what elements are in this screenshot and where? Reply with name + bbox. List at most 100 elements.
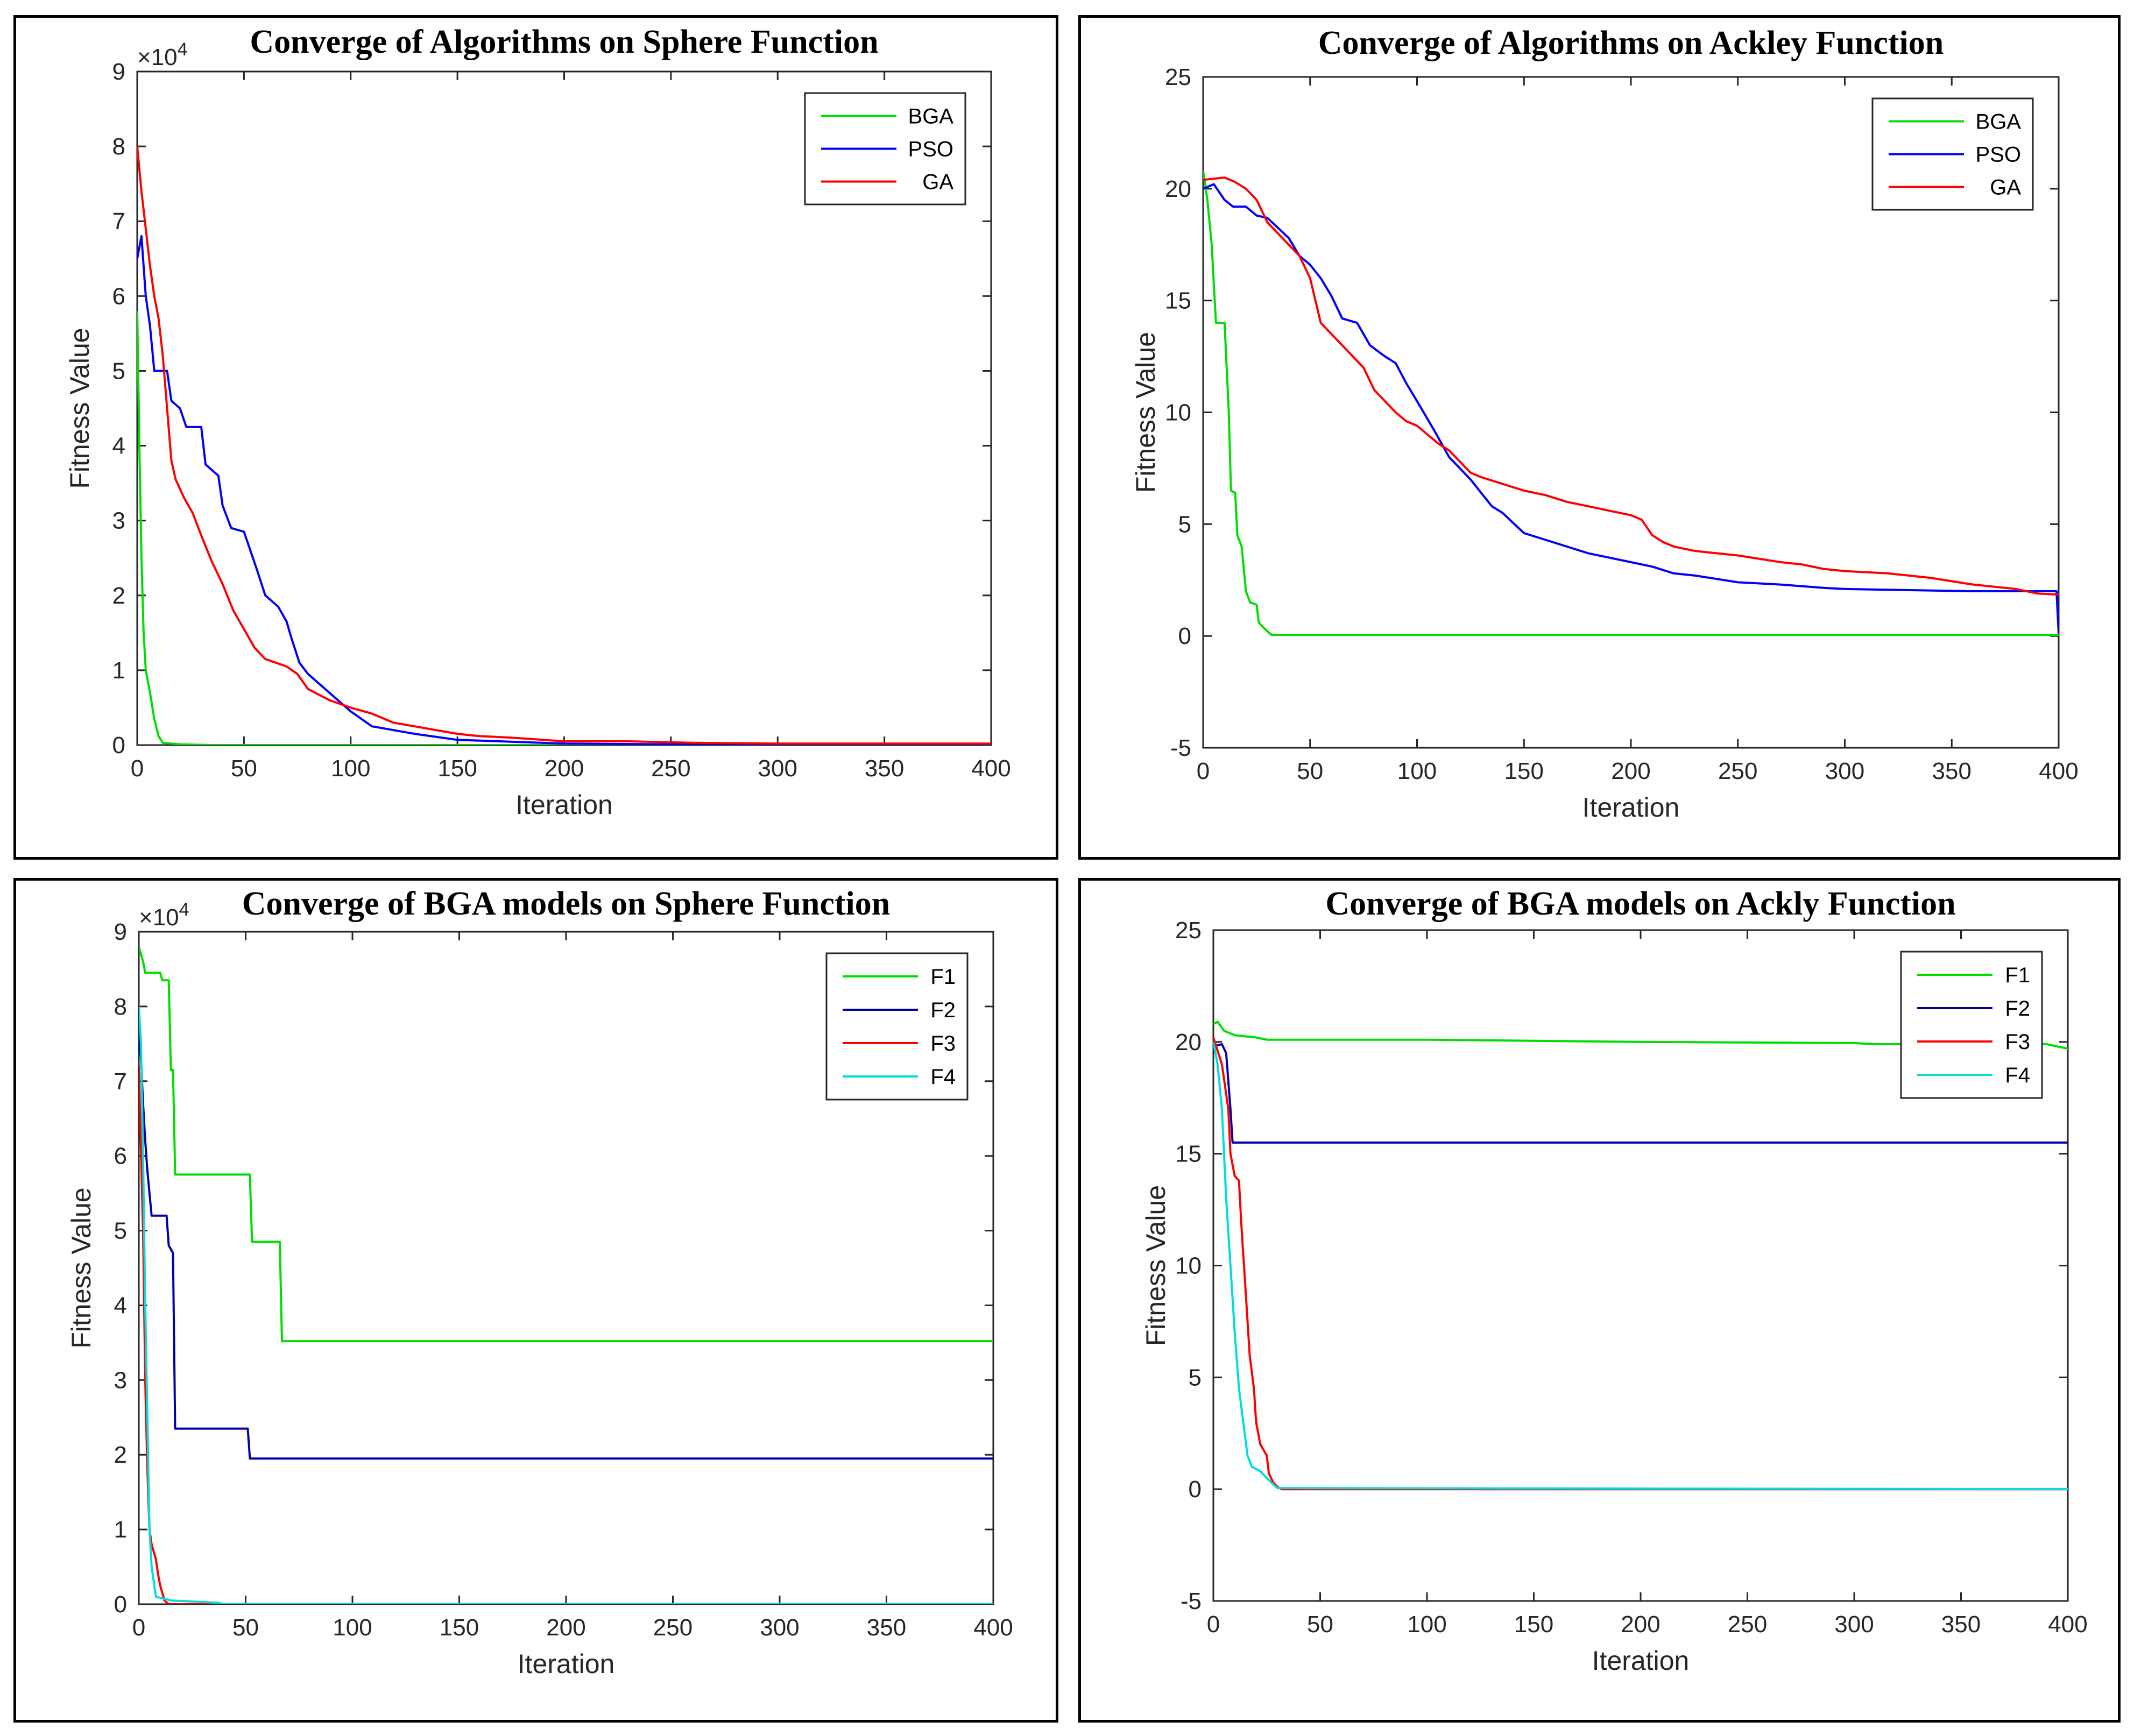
y-tick-label: 7: [112, 208, 125, 235]
chart-svg-0: Converge of Algorithms on Sphere Functio…: [65, 24, 1011, 820]
y-axis-multiplier: ×104: [139, 899, 189, 931]
chart-svg-1: Converge of Algorithms on Ackley Functio…: [1130, 25, 2079, 823]
legend-label-f4: F4: [2005, 1064, 2030, 1087]
x-tick-label: 150: [1504, 758, 1544, 784]
y-tick-label: -5: [1181, 1588, 1202, 1614]
x-tick-label: 100: [333, 1614, 372, 1641]
series-line-ga: [137, 146, 991, 745]
x-axis-label: Iteration: [1582, 792, 1680, 823]
x-tick-label: 250: [651, 755, 690, 782]
x-tick-label: 350: [1932, 758, 1972, 784]
x-tick-label: 400: [971, 755, 1011, 782]
y-tick-label: 20: [1175, 1029, 1202, 1055]
legend-label-f2: F2: [930, 998, 956, 1022]
y-tick-label: 1: [112, 657, 125, 684]
x-tick-label: 50: [1297, 758, 1323, 784]
series-line-bga: [137, 311, 991, 745]
chart-panel-sphere-bga-models: Converge of BGA models on Sphere Functio…: [13, 878, 1058, 1723]
legend: BGA PSO GA: [804, 92, 966, 206]
legend-label-bga: BGA: [908, 105, 954, 129]
chart-title: Converge of Algorithms on Ackley Functio…: [1318, 25, 1944, 61]
y-tick-label: 1: [114, 1517, 127, 1543]
x-tick-label: 350: [867, 1614, 906, 1641]
y-tick-label: 4: [112, 433, 125, 459]
chart-title: Converge of Algorithms on Sphere Functio…: [250, 24, 878, 60]
series-line-f2: [139, 1014, 993, 1460]
legend-label-pso: PSO: [1976, 143, 2021, 167]
legend: F1 F2 F3 F4: [1900, 951, 2043, 1099]
x-tick-label: 250: [653, 1614, 693, 1641]
legend-label-f1: F1: [2005, 963, 2030, 987]
x-tick-label: 50: [1307, 1611, 1333, 1638]
x-tick-label: 100: [1407, 1611, 1446, 1638]
series-line-f4: [139, 1006, 993, 1604]
x-tick-label: 0: [1197, 758, 1210, 784]
y-axis-label: Fitness Value: [66, 1187, 96, 1348]
y-axis-multiplier-exponent: 4: [179, 899, 189, 920]
series-line-f4: [1213, 1041, 2068, 1491]
x-tick-label: 350: [865, 755, 904, 782]
y-tick-label: 6: [114, 1143, 127, 1170]
x-axis-label: Iteration: [515, 790, 613, 820]
y-tick-label: 20: [1165, 176, 1191, 202]
y-tick-label: 0: [114, 1591, 127, 1618]
y-tick-label: -5: [1170, 735, 1191, 761]
x-tick-label: 50: [231, 755, 257, 782]
legend-label-ga: GA: [1990, 176, 2021, 200]
y-axis-multiplier: ×104: [137, 39, 188, 70]
x-tick-label: 150: [1514, 1611, 1553, 1638]
y-tick-label: 25: [1175, 917, 1202, 944]
x-tick-label: 400: [973, 1614, 1013, 1641]
x-tick-label: 150: [437, 755, 477, 782]
x-tick-label: 300: [1834, 1611, 1874, 1638]
legend: F1 F2 F3 F4: [825, 952, 969, 1101]
x-tick-label: 350: [1941, 1611, 1981, 1638]
y-tick-label: 0: [1178, 623, 1191, 649]
y-tick-label: 4: [114, 1292, 127, 1319]
y-tick-label: 5: [112, 358, 125, 384]
legend-label-f2: F2: [2005, 997, 2030, 1021]
y-tick-label: 0: [112, 732, 125, 759]
legend-box: [825, 952, 969, 1101]
y-tick-label: 9: [112, 59, 125, 85]
y-tick-label: 3: [112, 508, 125, 534]
legend-label-f1: F1: [930, 965, 956, 989]
chart-svg-2: Converge of BGA models on Sphere Functio…: [66, 885, 1013, 1679]
series-line-f2: [1213, 1043, 2068, 1144]
y-tick-label: 10: [1165, 400, 1191, 426]
series-line-pso: [1203, 183, 2059, 634]
y-tick-label: 25: [1165, 64, 1191, 90]
y-tick-label: 5: [1178, 511, 1191, 537]
legend-label-pso: PSO: [908, 138, 953, 161]
x-tick-label: 50: [232, 1614, 259, 1641]
legend-label-f3: F3: [930, 1032, 956, 1055]
y-tick-label: 8: [114, 994, 127, 1020]
legend-label-f3: F3: [2005, 1030, 2030, 1054]
x-axis-label: Iteration: [518, 1649, 615, 1679]
chart-svg-3: Converge of BGA models on Ackly Function…: [1141, 885, 2088, 1676]
y-tick-label: 10: [1175, 1253, 1202, 1279]
x-tick-label: 100: [1397, 758, 1437, 784]
chart-title: Converge of BGA models on Sphere Functio…: [242, 885, 890, 922]
y-tick-label: 7: [114, 1068, 127, 1095]
x-tick-label: 200: [1611, 758, 1650, 784]
y-tick-label: 2: [112, 583, 125, 609]
series-line-f3: [139, 1066, 993, 1604]
y-tick-label: 2: [114, 1442, 127, 1468]
x-axis-label: Iteration: [1592, 1646, 1690, 1676]
x-tick-label: 0: [131, 755, 144, 782]
chart-title: Converge of BGA models on Ackly Function: [1325, 885, 1955, 922]
y-tick-label: 15: [1165, 288, 1191, 314]
legend-label-bga: BGA: [1976, 110, 2022, 134]
chart-panel-ackley-algorithms: Converge of Algorithms on Ackley Functio…: [1078, 15, 2121, 860]
y-axis-label: Fitness Value: [1141, 1185, 1171, 1346]
y-tick-label: 8: [112, 133, 125, 160]
y-axis-label: Fitness Value: [1130, 332, 1161, 493]
chart-panel-ackley-bga-models: Converge of BGA models on Ackly Function…: [1078, 878, 2121, 1723]
x-tick-label: 300: [758, 755, 797, 782]
y-tick-label: 9: [114, 919, 127, 945]
series-line-f1: [139, 946, 993, 1343]
x-tick-label: 150: [440, 1614, 479, 1641]
legend: BGA PSO GA: [1871, 97, 2034, 211]
y-tick-label: 0: [1189, 1476, 1202, 1503]
